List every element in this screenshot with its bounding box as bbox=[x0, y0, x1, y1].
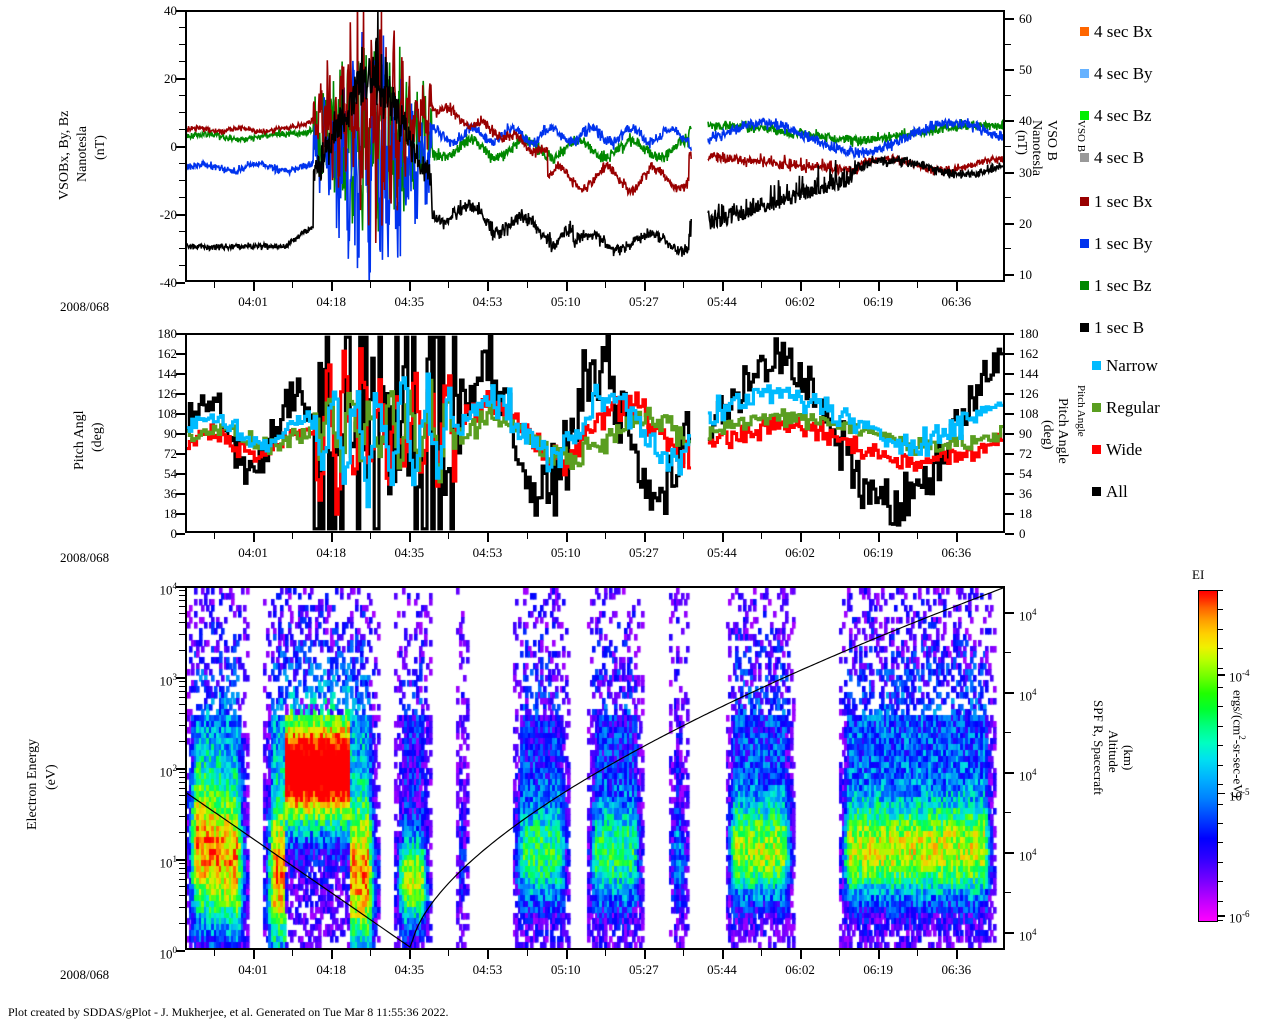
legend-item-1-sec-bz[interactable]: 1 sec Bz bbox=[1080, 276, 1152, 294]
legend-item-label: Narrow bbox=[1106, 355, 1158, 375]
pitch-angle-plot-area bbox=[187, 335, 1003, 531]
legend-item-4-sec-bx[interactable]: 4 sec Bx bbox=[1080, 22, 1153, 40]
colorbar-title: EI bbox=[1192, 567, 1205, 582]
spacecraft-altitude-label-line2: Altitude bbox=[1106, 730, 1121, 773]
electron-spectrogram-ylabel-line2: (eV) bbox=[44, 764, 59, 790]
electron-spectrogram-panel bbox=[185, 586, 1005, 950]
legend-swatch-icon bbox=[1092, 486, 1101, 496]
electron-spectrogram-plot-area bbox=[187, 588, 1003, 948]
legend-swatch-icon bbox=[1080, 322, 1089, 332]
trace-1sec-by bbox=[187, 31, 1003, 280]
legend-swatch-icon bbox=[1092, 444, 1101, 454]
legend-item-4-sec-bz[interactable]: 4 sec Bz bbox=[1080, 106, 1152, 124]
legend-item-4-sec-by[interactable]: 4 sec By bbox=[1080, 64, 1153, 82]
colorbar bbox=[1198, 590, 1218, 922]
legend-swatch-icon bbox=[1092, 360, 1101, 370]
magnetic-field-ylabel-left-line1: VSOBx, By, Bz bbox=[57, 110, 72, 200]
pitch-angle-ylabel-left-line1: Pitch Angl bbox=[72, 410, 87, 470]
pitch-angle-traces bbox=[187, 335, 1003, 531]
magnetic-field-date-label: 2008/068 bbox=[60, 299, 110, 314]
legend-item-4-sec-b[interactable]: 4 sec B bbox=[1080, 148, 1144, 166]
legend-swatch-icon bbox=[1080, 196, 1089, 206]
footer-credit: Plot created by SDDAS/gPlot - J. Mukherj… bbox=[8, 1005, 449, 1019]
colorbar-unit-label: ergs/(cm2-sr-sec-eV) bbox=[1230, 690, 1247, 798]
legend-item-label: 4 sec Bx bbox=[1094, 21, 1153, 41]
spacecraft-altitude-label-line1: SPF R, Spacecraft bbox=[1091, 700, 1106, 795]
legend-swatch-icon bbox=[1092, 402, 1101, 412]
magnetic-field-ylabel-left-line3: (nT) bbox=[93, 135, 108, 160]
magnetic-field-plot-area bbox=[187, 12, 1003, 280]
legend-item-regular[interactable]: Regular bbox=[1092, 398, 1160, 416]
magnetic-field-traces bbox=[187, 12, 1003, 280]
legend-item-wide[interactable]: Wide bbox=[1092, 440, 1142, 458]
legend-item-label: 4 sec Bz bbox=[1094, 105, 1152, 125]
legend-group-label-pitch-angle: Pitch Angle bbox=[1075, 385, 1087, 437]
spacecraft-altitude-trace bbox=[187, 588, 1003, 948]
legend-item-1-sec-by[interactable]: 1 sec By bbox=[1080, 234, 1153, 252]
magnetic-field-ylabel-right-line1: VSO B bbox=[1044, 120, 1059, 161]
legend-swatch-icon bbox=[1080, 26, 1089, 36]
pitch-angle-ylabel-right-line2: (deg) bbox=[1040, 420, 1055, 450]
legend-item-all[interactable]: All bbox=[1092, 482, 1128, 500]
legend-swatch-icon bbox=[1080, 280, 1089, 290]
legend-item-1-sec-bx[interactable]: 1 sec Bx bbox=[1080, 192, 1153, 210]
magnetic-field-ylabel-left-line2: Nanotesla bbox=[75, 126, 90, 182]
altitude-overlay-line bbox=[187, 588, 1003, 948]
electron-spectrogram-image bbox=[187, 588, 1003, 948]
legend-item-narrow[interactable]: Narrow bbox=[1092, 356, 1158, 374]
legend-item-label: 1 sec By bbox=[1094, 233, 1153, 253]
magnetic-field-ylabel-right-line3: (nT) bbox=[1014, 130, 1029, 155]
legend-item-1-sec-b[interactable]: 1 sec B bbox=[1080, 318, 1144, 336]
spacecraft-altitude-label-line3: (km) bbox=[1121, 745, 1136, 771]
pitch-trace-narrow bbox=[187, 372, 1003, 509]
legend-swatch-icon bbox=[1080, 238, 1089, 248]
legend-swatch-icon bbox=[1080, 152, 1089, 162]
legend-item-label: Regular bbox=[1106, 397, 1160, 417]
legend-item-label: Wide bbox=[1106, 439, 1143, 459]
pitch-angle-panel bbox=[185, 333, 1005, 533]
legend-swatch-icon bbox=[1080, 110, 1089, 120]
legend-item-label: 1 sec Bz bbox=[1094, 275, 1152, 295]
legend-item-label: 1 sec B bbox=[1094, 317, 1145, 337]
legend-item-label: 1 sec Bx bbox=[1094, 191, 1153, 211]
magnetic-field-ylabel-right-line2: Nanotesla bbox=[1029, 120, 1044, 176]
colorbar-gradient bbox=[1199, 591, 1217, 921]
magnetic-field-panel bbox=[185, 10, 1005, 282]
legend-item-label: 4 sec By bbox=[1094, 63, 1153, 83]
trace-1sec-b bbox=[187, 12, 1003, 257]
electron-spectrogram-ylabel-line1: Electron Energy bbox=[25, 738, 40, 830]
legend-swatch-icon bbox=[1080, 68, 1089, 78]
pitch-angle-ylabel-right-line1: Pitch Angle bbox=[1055, 398, 1070, 464]
electron-spectrogram-date-label: 2008/068 bbox=[60, 967, 110, 982]
pitch-angle-ylabel-left-line2: (deg) bbox=[90, 422, 105, 452]
legend-item-label: All bbox=[1106, 481, 1128, 501]
legend-group-label-vso-b: VSO B bbox=[1075, 120, 1087, 153]
pitch-angle-date-label: 2008/068 bbox=[60, 550, 110, 565]
legend-item-label: 4 sec B bbox=[1094, 147, 1145, 167]
